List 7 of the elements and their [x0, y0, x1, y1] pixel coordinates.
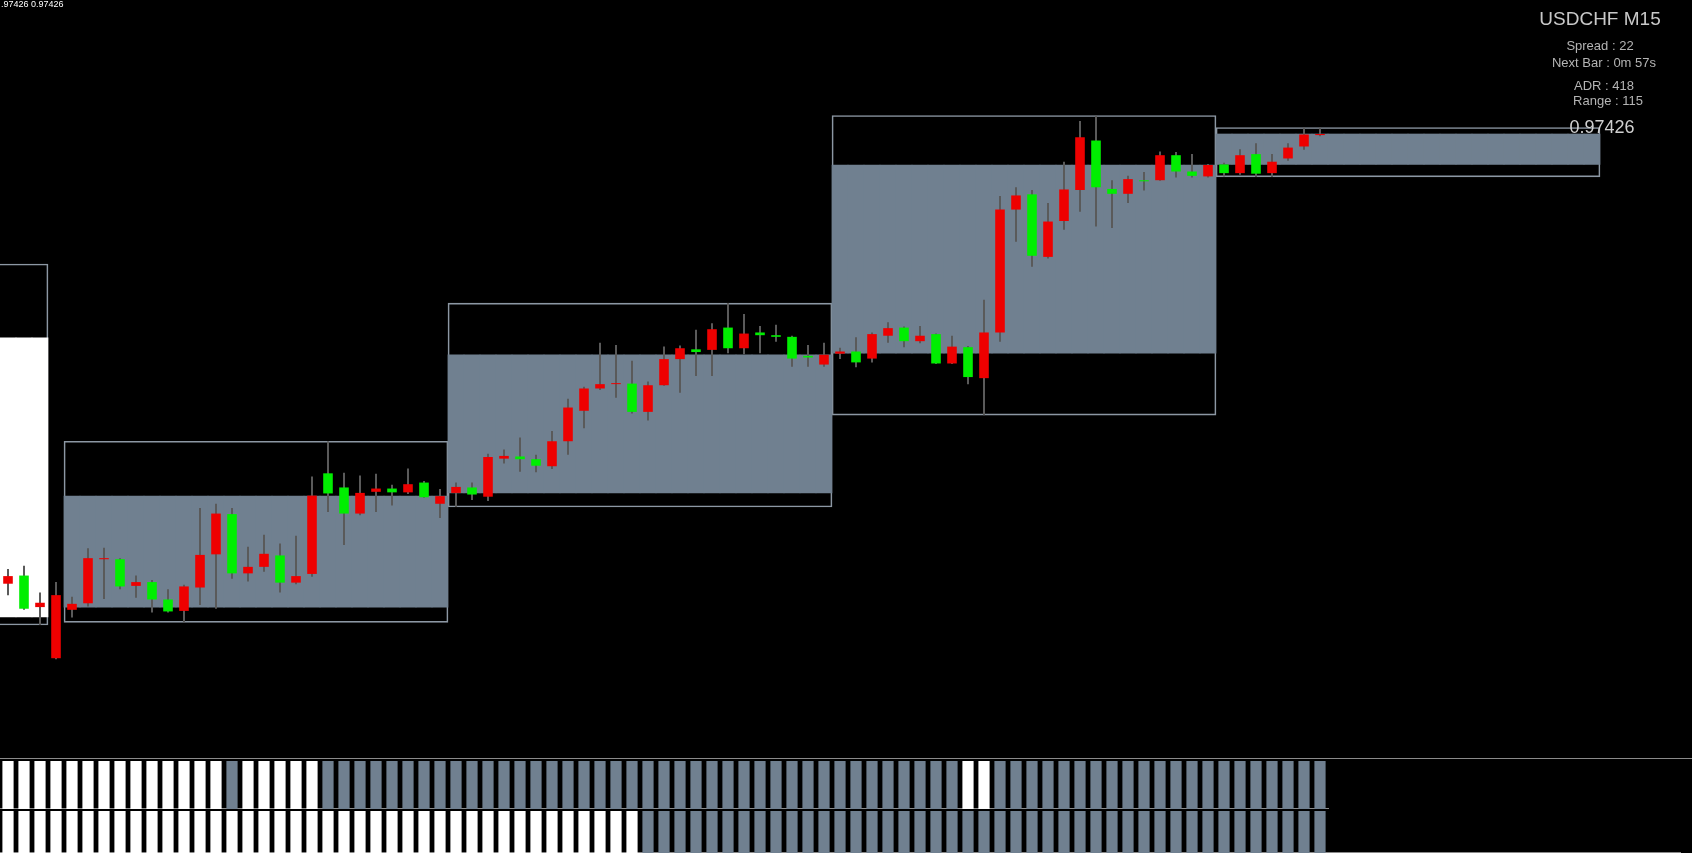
- chart-title: USDCHF M15: [1539, 8, 1661, 30]
- text: ADR : 418: [1574, 77, 1634, 93]
- text: Spread : 22: [1566, 37, 1634, 53]
- text: Next Bar : 0m 57s: [1551, 54, 1657, 70]
- annotation: 0.97426: [1569, 116, 1635, 137]
- text: .97426 0.97426: [1, 0, 64, 10]
- text: Range : 115: [1573, 92, 1643, 108]
